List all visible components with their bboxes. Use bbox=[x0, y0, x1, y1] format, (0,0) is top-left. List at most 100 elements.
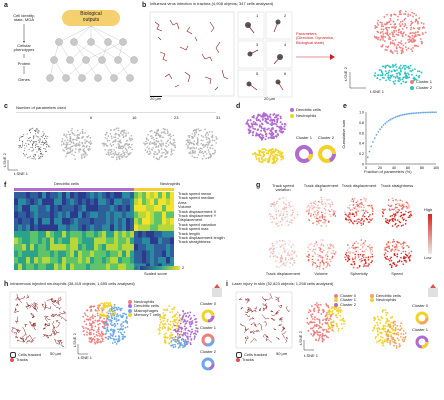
b-params-text: Parameters (Direction, Dynamics, Biologi… bbox=[296, 31, 335, 45]
b-tsne-point bbox=[382, 35, 385, 38]
b-tsne-point bbox=[398, 23, 401, 25]
d-tsne-point bbox=[252, 153, 255, 156]
g-tsne-point bbox=[349, 251, 352, 253]
f-heatmap-cell bbox=[162, 257, 166, 264]
g-tsne-point bbox=[318, 268, 321, 270]
panel-label-e: e bbox=[343, 103, 347, 110]
c-tsne-point bbox=[208, 138, 211, 140]
i-tsne-point bbox=[340, 323, 343, 325]
h-tsne-point bbox=[164, 309, 167, 312]
g-tsne-point bbox=[307, 256, 310, 258]
d-tsne-point bbox=[276, 119, 279, 122]
g-tsne-point bbox=[317, 212, 319, 214]
g-tsne-point bbox=[316, 243, 318, 246]
g-tsne-point bbox=[352, 247, 355, 249]
g-tsne-point bbox=[289, 205, 292, 208]
f-heatmap-cell bbox=[150, 224, 154, 231]
c-tsne-point bbox=[81, 132, 84, 135]
h-tsne-point bbox=[166, 336, 169, 339]
c-tsne-point bbox=[191, 137, 194, 139]
h-tsne-point bbox=[98, 322, 101, 325]
track-path bbox=[285, 336, 289, 344]
h-tsne-point bbox=[166, 308, 168, 311]
g-top-label-0: Track speed variation bbox=[272, 183, 294, 193]
g-tsne-point bbox=[367, 245, 369, 248]
c-tsne-point bbox=[46, 142, 48, 144]
g-tsne-point bbox=[312, 248, 315, 251]
d-tsne-point bbox=[254, 153, 257, 156]
c-count-6: 6 bbox=[90, 115, 93, 120]
g-tsne-point bbox=[395, 203, 397, 206]
c-tsne-point bbox=[209, 153, 212, 156]
f-heatmap-cell bbox=[50, 263, 54, 270]
h-tsne-point bbox=[116, 322, 119, 325]
track-path bbox=[244, 313, 251, 318]
d-tsne-point bbox=[271, 136, 274, 139]
track-path bbox=[270, 317, 276, 322]
c-tsne-point bbox=[22, 145, 24, 147]
b-tsne-point bbox=[399, 41, 402, 44]
panel-d: Dendritic cells Neutrophils Cluster 1 Cl… bbox=[240, 106, 340, 176]
g-tsne-point bbox=[325, 261, 328, 263]
h-tsne-point bbox=[171, 311, 174, 313]
h-tsne-point bbox=[105, 302, 108, 304]
c-tsne-point bbox=[45, 150, 47, 152]
panel-label-i: i bbox=[226, 281, 228, 288]
g-tsne-point bbox=[353, 263, 356, 265]
g-tsne-point bbox=[321, 200, 324, 203]
i-tsne-point bbox=[386, 335, 389, 337]
h-tsne-point bbox=[122, 321, 125, 324]
g-tsne-point bbox=[330, 252, 333, 254]
c-tsne-point bbox=[111, 137, 113, 139]
f-heatmap-cell bbox=[58, 224, 62, 231]
c-tsne-point bbox=[145, 138, 148, 140]
b-tracks-image bbox=[149, 11, 235, 97]
f-heatmap-cell bbox=[134, 237, 138, 244]
b-tsne-point bbox=[373, 74, 376, 77]
c-tsne-point bbox=[122, 152, 125, 154]
d-tsne-point bbox=[263, 159, 266, 162]
f-heatmap-cell bbox=[170, 218, 174, 225]
d-tsne-point bbox=[271, 127, 274, 130]
h-tsne-point bbox=[98, 306, 101, 309]
f-heatmap-cell bbox=[46, 198, 50, 205]
g-tsne-point bbox=[403, 213, 406, 216]
d-tsne-point bbox=[249, 125, 252, 128]
h-tsne-point bbox=[111, 314, 114, 317]
e-curve-point bbox=[398, 114, 401, 117]
c-tsne-point bbox=[33, 141, 35, 143]
f-heatmap-cell bbox=[166, 244, 170, 251]
i-tsne-point bbox=[315, 339, 317, 342]
f-heatmap-cell bbox=[86, 257, 90, 264]
g-tsne-point bbox=[364, 264, 366, 267]
i-tsne-point bbox=[327, 306, 330, 309]
track-path bbox=[52, 321, 56, 328]
g-tsne-point bbox=[290, 259, 292, 261]
g-tsne-point bbox=[284, 258, 287, 261]
b-tsne-point bbox=[407, 15, 409, 18]
g-tsne-point bbox=[284, 243, 287, 245]
b-num-1: 1 bbox=[256, 13, 259, 18]
track-path bbox=[52, 330, 58, 336]
h-tsne-point bbox=[188, 321, 191, 324]
f-heatmap-cell bbox=[162, 192, 166, 199]
c-tsne-point bbox=[201, 158, 204, 160]
track-path bbox=[262, 307, 266, 312]
c-tsne-point bbox=[72, 141, 75, 144]
i-tsne-point bbox=[385, 322, 387, 324]
c-tsne-point bbox=[78, 137, 80, 140]
c-tsne-point bbox=[166, 132, 169, 134]
g-tsne-point bbox=[332, 246, 335, 249]
g-tsne-point bbox=[357, 221, 359, 223]
f-heatmap-cell bbox=[106, 192, 110, 199]
i-tsne-point bbox=[386, 311, 389, 314]
c-tsne-point bbox=[30, 146, 32, 148]
g-tsne-point bbox=[285, 206, 288, 209]
f-row-label: Volume bbox=[178, 204, 192, 210]
h-tsne-point bbox=[119, 309, 122, 312]
f-heatmap-cell bbox=[114, 218, 118, 225]
c-tsne-point bbox=[154, 151, 157, 153]
track-path bbox=[253, 330, 259, 335]
c-tsne-point bbox=[77, 143, 80, 145]
c-tsne-point bbox=[110, 135, 113, 138]
